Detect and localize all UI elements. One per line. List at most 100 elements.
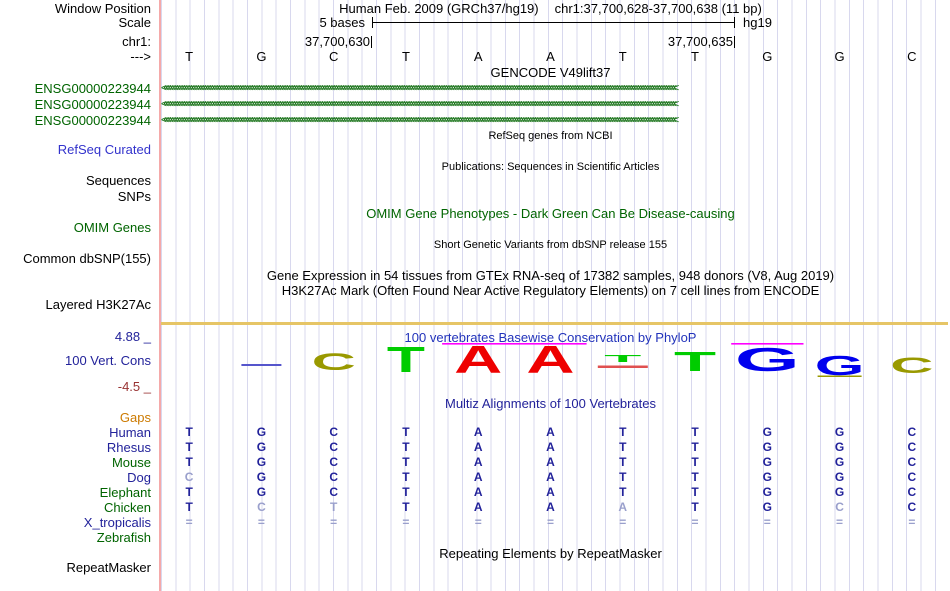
species-label-human[interactable]: Human	[109, 425, 151, 440]
strand-direction-label: --->	[130, 49, 151, 64]
track-label-gaps[interactable]: Gaps	[119, 410, 151, 425]
alignment-base: T	[691, 440, 699, 454]
track-title-publications: Publications: Sequences in Scientific Ar…	[441, 161, 660, 173]
track-label-omim-genes[interactable]: OMIM Genes	[73, 220, 151, 235]
h3k27ac-signal-baseline[interactable]	[161, 322, 948, 325]
alignment-base: C	[329, 425, 338, 439]
alignment-base: G	[834, 440, 845, 454]
logo-base-letter: G	[735, 342, 800, 379]
alignment-base: T	[691, 500, 699, 514]
track-title-refseq: RefSeq genes from NCBI	[488, 130, 613, 142]
alignment-base: G	[762, 485, 772, 499]
alignment-base: C	[907, 470, 917, 484]
alignment-base: T	[619, 425, 627, 439]
alignment-base: C	[907, 485, 917, 499]
species-label-mouse[interactable]: Mouse	[111, 455, 151, 470]
position-range: chr1:37,700,628-37,700,638 (11 bp)	[554, 1, 762, 16]
gene-label-3[interactable]: ENSG00000223944	[34, 113, 151, 128]
alignment-base: G	[256, 425, 267, 439]
alignment-base: =	[185, 515, 193, 529]
track-label-common-dbsnp[interactable]: Common dbSNP(155)	[23, 251, 151, 266]
track-label-sequences[interactable]: Sequences	[85, 173, 151, 188]
gene-label-2[interactable]: ENSG00000223944	[34, 97, 151, 112]
gene-transcript-arrows-2[interactable]: <<<<<<<<<<<<<<<<<<<<<<<<<<<<<<<<<<<<<<<<…	[161, 99, 679, 110]
alignment-base: T	[185, 425, 193, 439]
alignment-base: A	[473, 500, 483, 514]
alignment-base: G	[762, 425, 772, 439]
alignment-base: T	[619, 440, 627, 454]
alignment-base: T	[619, 455, 627, 469]
window-position-label: Window Position	[54, 1, 151, 16]
alignment-base: =	[836, 515, 844, 529]
species-label-rhesus[interactable]: Rhesus	[106, 440, 151, 455]
gene-transcript-arrows-1[interactable]: <<<<<<<<<<<<<<<<<<<<<<<<<<<<<<<<<<<<<<<<…	[161, 83, 679, 94]
alignment-base: G	[834, 425, 845, 439]
alignment-base: G	[256, 485, 267, 499]
track-title-omim: OMIM Gene Phenotypes - Dark Green Can Be…	[366, 206, 735, 221]
alignment-base: C	[329, 455, 338, 469]
alignment-base: C	[257, 500, 266, 514]
gene-label-1[interactable]: ENSG00000223944	[34, 81, 151, 96]
logo-base-letter: T	[387, 339, 425, 379]
track-label-snps[interactable]: SNPs	[117, 189, 151, 204]
logo-base-letter: G	[815, 350, 865, 380]
track-title-repeatmasker: Repeating Elements by RepeatMasker	[439, 546, 662, 561]
alignment-base: T	[185, 455, 193, 469]
track-label-refseq-curated[interactable]: RefSeq Curated	[57, 142, 151, 157]
track-title-gtex: Gene Expression in 54 tissues from GTEx …	[266, 268, 835, 283]
alignment-base: =	[330, 515, 338, 529]
alignment-base: A	[546, 485, 555, 499]
alignment-base: A	[546, 455, 555, 469]
species-label-chicken[interactable]: Chicken	[104, 500, 151, 515]
reference-base: T	[691, 49, 699, 64]
alignment-base: G	[762, 455, 772, 469]
track-label-repeatmasker[interactable]: RepeatMasker	[66, 560, 151, 575]
alignment-base: A	[546, 425, 555, 439]
alignment-base: =	[908, 515, 916, 529]
alignment-base: T	[691, 485, 699, 499]
track-title-conservation: 100 vertebrates Basewise Conservation by…	[404, 330, 697, 345]
species-label-elephant[interactable]: Elephant	[99, 485, 151, 500]
alignment-base: A	[473, 425, 483, 439]
assembly-name: Human Feb. 2009 (GRCh37/hg19)	[339, 1, 539, 16]
window-position-value: Human Feb. 2009 (GRCh37/hg19) chr1:37,700…	[153, 2, 948, 15]
reference-base: T	[618, 49, 627, 64]
alignment-base: C	[835, 500, 844, 514]
alignment-base: A	[546, 440, 555, 454]
track-title-h3k27ac: H3K27Ac Mark (Often Found Near Active Re…	[281, 283, 820, 298]
conservation-clip-indicator	[731, 343, 804, 345]
species-label-x_tropicalis[interactable]: X_tropicalis	[83, 515, 151, 530]
alignment-base: C	[907, 425, 917, 439]
logo-dash	[241, 364, 282, 366]
track-label-100-vert-cons[interactable]: 100 Vert. Cons	[65, 353, 151, 368]
alignment-base: T	[619, 470, 627, 484]
alignment-base: C	[907, 440, 917, 454]
coordinate-left: 37,700,630	[304, 34, 370, 49]
reference-base: G	[762, 49, 773, 64]
chrom-row-label: chr1:	[122, 34, 151, 49]
reference-base: A	[546, 49, 555, 64]
conservation-clip-indicator	[442, 343, 587, 345]
alignment-base: =	[619, 515, 627, 529]
coordinate-left-tick	[371, 36, 372, 48]
scale-bar-left-tick	[372, 17, 373, 28]
logo-base-letter: A	[454, 338, 502, 380]
alignment-base: A	[618, 500, 628, 514]
track-left-boundary-line	[159, 0, 161, 591]
reference-base: G	[834, 49, 845, 64]
track-title-dbsnp: Short Genetic Variants from dbSNP releas…	[433, 239, 668, 251]
alignment-base: T	[691, 455, 699, 469]
track-label-layered-h3k27ac[interactable]: Layered H3K27Ac	[45, 297, 151, 312]
species-label-dog[interactable]: Dog	[127, 470, 151, 485]
species-label-zebrafish[interactable]: Zebrafish	[96, 530, 151, 545]
alignment-base: A	[473, 455, 483, 469]
logo-base-letter: T	[674, 346, 716, 377]
alignment-base: =	[546, 515, 554, 529]
track-title-gencode: GENCODE V49lift37	[490, 65, 611, 80]
gene-transcript-arrows-3[interactable]: <<<<<<<<<<<<<<<<<<<<<<<<<<<<<<<<<<<<<<<<…	[161, 115, 679, 126]
alignment-base: G	[834, 485, 845, 499]
alignment-base: =	[474, 515, 482, 529]
scale-bases-text: 5 bases	[319, 15, 365, 30]
